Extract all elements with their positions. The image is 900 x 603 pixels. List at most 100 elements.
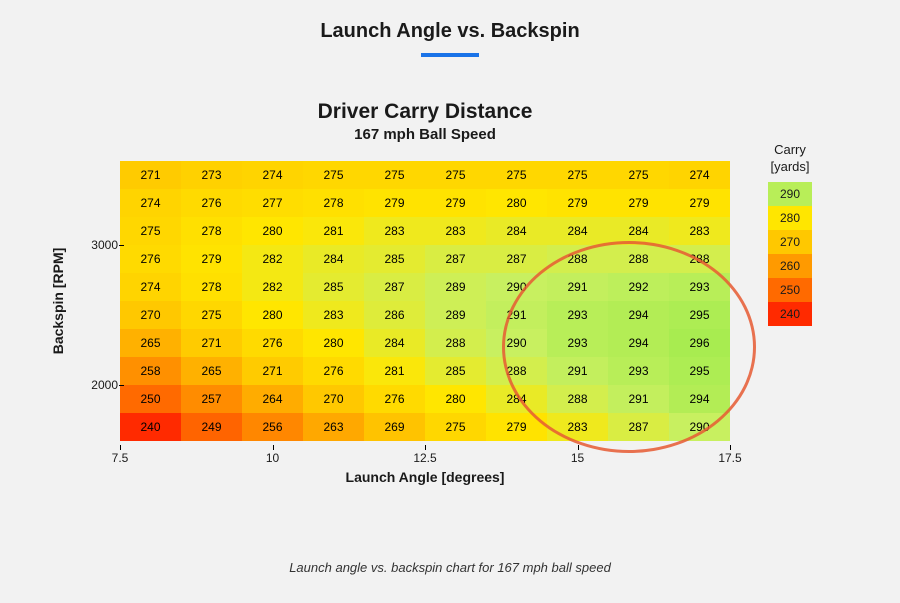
heatmap-cell: 275 (486, 161, 547, 189)
heatmap-cell: 278 (181, 217, 242, 245)
heatmap-cell: 271 (120, 161, 181, 189)
heatmap-cell: 278 (181, 273, 242, 301)
heatmap-cell: 269 (364, 413, 425, 441)
heatmap-cell: 288 (425, 329, 486, 357)
heatmap-cell: 280 (425, 385, 486, 413)
y-tick-mark (119, 245, 124, 246)
legend-title-line2: [yards] (770, 159, 809, 174)
heatmap-cell: 281 (364, 357, 425, 385)
heatmap-cell: 274 (669, 161, 730, 189)
heatmap-cell: 275 (608, 161, 669, 189)
heatmap-cell: 240 (120, 413, 181, 441)
heatmap-cell: 274 (120, 273, 181, 301)
heatmap-cell: 275 (364, 161, 425, 189)
legend-item: 270 (768, 230, 812, 254)
heatmap-cell: 284 (486, 385, 547, 413)
heatmap-cell: 279 (608, 189, 669, 217)
heatmap-cell: 285 (303, 273, 364, 301)
heatmap-cell: 279 (486, 413, 547, 441)
heatmap-chart: Driver Carry Distance 167 mph Ball Speed… (120, 100, 860, 485)
heatmap-cell: 294 (608, 329, 669, 357)
legend-item: 280 (768, 206, 812, 230)
title-underline (421, 53, 479, 57)
heatmap-cell: 284 (303, 245, 364, 273)
caption: Launch angle vs. backspin chart for 167 … (0, 560, 900, 575)
heatmap-cell: 279 (547, 189, 608, 217)
heatmap-cell: 282 (242, 245, 303, 273)
heatmap-cell: 277 (242, 189, 303, 217)
heatmap-cell: 258 (120, 357, 181, 385)
heatmap-cell: 279 (669, 189, 730, 217)
page-title: Launch Angle vs. Backspin (0, 0, 900, 43)
heatmap-cell: 273 (181, 161, 242, 189)
legend-item: 290 (768, 182, 812, 206)
heatmap-cell: 280 (486, 189, 547, 217)
heatmap-cell: 294 (608, 301, 669, 329)
heatmap-cell: 280 (242, 217, 303, 245)
heatmap-cell: 288 (608, 245, 669, 273)
heatmap-cell: 276 (303, 357, 364, 385)
heatmap-cell: 296 (669, 329, 730, 357)
heatmap-cell: 275 (425, 161, 486, 189)
heatmap-cell: 275 (547, 161, 608, 189)
heatmap-cell: 287 (608, 413, 669, 441)
heatmap-cell: 249 (181, 413, 242, 441)
heatmap-cell: 287 (425, 245, 486, 273)
heatmap-cell: 293 (669, 273, 730, 301)
legend-item: 250 (768, 278, 812, 302)
heatmap-cell: 265 (120, 329, 181, 357)
heatmap-cell: 279 (181, 245, 242, 273)
heatmap-cell: 295 (669, 301, 730, 329)
heatmap-cell: 284 (364, 329, 425, 357)
heatmap-cell: 274 (242, 161, 303, 189)
legend: Carry [yards] 290280270260250240 (760, 142, 820, 326)
legend-item: 260 (768, 254, 812, 278)
heatmap-cell: 293 (608, 357, 669, 385)
heatmap-cell: 264 (242, 385, 303, 413)
x-tick-mark (730, 445, 731, 450)
x-tick-mark (273, 445, 274, 450)
heatmap-cell: 284 (547, 217, 608, 245)
y-axis-ticks: 3000 2000 (78, 161, 118, 441)
x-tick-mark (120, 445, 121, 450)
x-tick-mark (425, 445, 426, 450)
x-tick-label: 15 (571, 451, 584, 465)
x-tick-label: 12.5 (413, 451, 436, 465)
heatmap-cell: 281 (303, 217, 364, 245)
heatmap-cell: 279 (425, 189, 486, 217)
heatmap-cell: 290 (669, 413, 730, 441)
legend-title: Carry [yards] (760, 142, 820, 176)
x-tick-label: 10 (266, 451, 279, 465)
x-tick-label: 7.5 (112, 451, 129, 465)
heatmap-cell: 271 (181, 329, 242, 357)
heatmap-grid: 2712732742752752752752752752742742762772… (120, 161, 730, 441)
x-axis-label: Launch Angle [degrees] (120, 469, 730, 485)
heatmap-cell: 288 (547, 385, 608, 413)
heatmap-cell: 284 (486, 217, 547, 245)
x-tick-mark (578, 445, 579, 450)
heatmap-cell: 275 (120, 217, 181, 245)
heatmap-cell: 291 (547, 273, 608, 301)
y-tick-label: 2000 (91, 378, 118, 392)
heatmap-cell: 280 (303, 329, 364, 357)
heatmap-cell: 270 (303, 385, 364, 413)
heatmap-cell: 289 (425, 273, 486, 301)
heatmap-wrap: Backspin [RPM] 30002000 2712732742752752… (120, 161, 860, 441)
heatmap-cell: 291 (547, 357, 608, 385)
heatmap-cell: 271 (242, 357, 303, 385)
heatmap-cell: 283 (364, 217, 425, 245)
heatmap-cell: 285 (425, 357, 486, 385)
heatmap-cell: 278 (303, 189, 364, 217)
chart-subtitle: 167 mph Ball Speed (120, 126, 730, 143)
heatmap-cell: 270 (120, 301, 181, 329)
heatmap-cell: 256 (242, 413, 303, 441)
heatmap-cell: 288 (547, 245, 608, 273)
heatmap-cell: 284 (608, 217, 669, 245)
legend-title-line1: Carry (774, 142, 806, 157)
heatmap-cell: 274 (120, 189, 181, 217)
heatmap-cell: 289 (425, 301, 486, 329)
heatmap-cell: 293 (547, 329, 608, 357)
y-axis-label: Backspin [RPM] (50, 248, 66, 355)
y-tick-label: 3000 (91, 238, 118, 252)
heatmap-cell: 290 (486, 329, 547, 357)
